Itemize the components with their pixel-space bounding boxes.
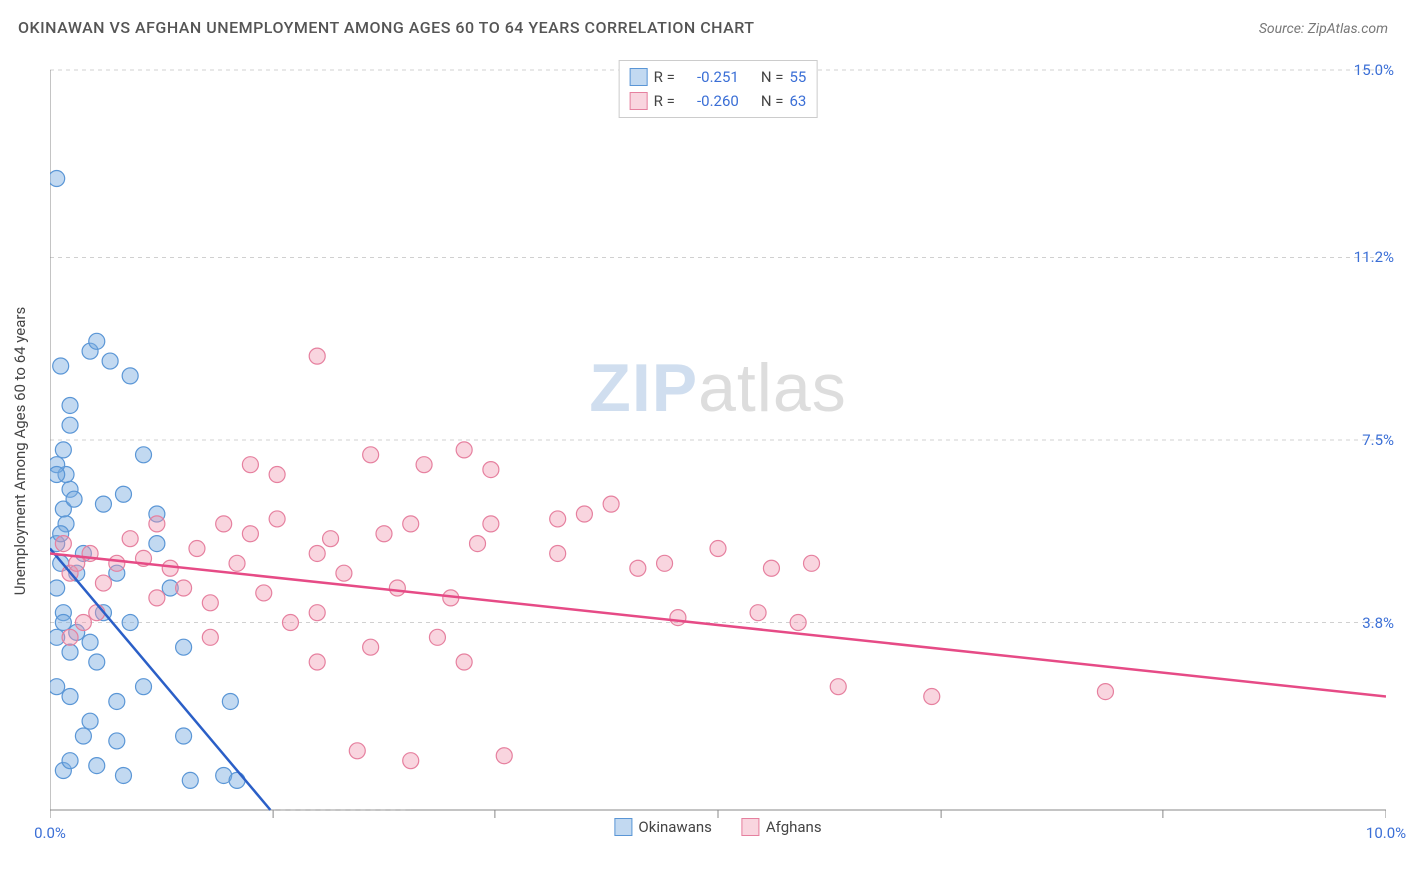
correlation-legend-row: R = -0.260 N =63: [630, 89, 807, 113]
scatter-chart: [50, 60, 1386, 842]
y-tick-label: 15.0%: [1354, 61, 1394, 79]
r-label: R =: [654, 65, 675, 89]
n-value: 55: [789, 65, 806, 89]
correlation-legend: R = -0.251 N =55 R = -0.260 N =63: [619, 60, 818, 118]
legend-swatch: [630, 68, 648, 86]
legend-swatch: [630, 92, 648, 110]
n-value: 63: [789, 89, 806, 113]
series-legend-item: Afghans: [742, 818, 822, 836]
y-tick-label: 11.2%: [1354, 248, 1394, 266]
y-axis-label: Unemployment Among Ages 60 to 64 years: [11, 307, 29, 595]
chart-header: OKINAWAN VS AFGHAN UNEMPLOYMENT AMONG AG…: [18, 18, 1388, 37]
r-value: -0.260: [681, 89, 739, 113]
series-legend-label: Afghans: [766, 818, 822, 836]
correlation-legend-row: R = -0.251 N =55: [630, 65, 807, 89]
legend-swatch: [742, 818, 760, 836]
r-value: -0.251: [681, 65, 739, 89]
n-label: N =: [761, 65, 784, 89]
chart-title: OKINAWAN VS AFGHAN UNEMPLOYMENT AMONG AG…: [18, 18, 755, 37]
r-label: R =: [654, 89, 675, 113]
x-tick-label: 10.0%: [1366, 824, 1406, 842]
chart-source: Source: ZipAtlas.com: [1259, 21, 1388, 37]
y-tick-label: 7.5%: [1362, 431, 1394, 449]
chart-area: Unemployment Among Ages 60 to 64 years Z…: [50, 60, 1386, 842]
series-legend: Okinawans Afghans: [614, 818, 821, 836]
series-legend-label: Okinawans: [638, 818, 711, 836]
x-tick-label: 0.0%: [34, 824, 66, 842]
n-label: N =: [761, 89, 784, 113]
y-tick-label: 3.8%: [1362, 614, 1394, 632]
legend-swatch: [614, 818, 632, 836]
series-legend-item: Okinawans: [614, 818, 711, 836]
